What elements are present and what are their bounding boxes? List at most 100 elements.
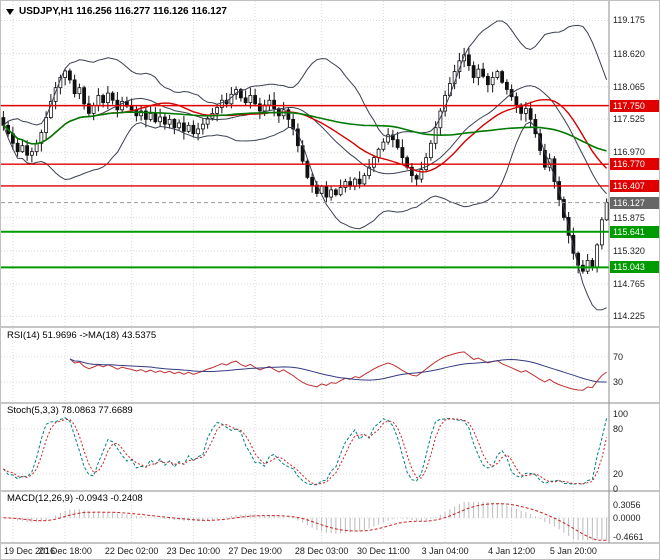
candle-body — [286, 109, 291, 120]
candle-body — [428, 142, 433, 159]
price-level-badge-115.043: 115.043 — [610, 261, 659, 273]
y-axis-tick: 118.065 — [613, 81, 645, 92]
x-axis-tick: 22 Dec 02:00 — [104, 546, 159, 556]
candle-body — [243, 97, 248, 104]
candle-body — [148, 112, 153, 120]
x-axis-tick: 20 Dec 18:00 — [38, 546, 92, 556]
stoch-axis-tick: 100 — [613, 409, 629, 419]
candle-body — [595, 244, 600, 269]
x-axis-tick: 30 Dec 11:00 — [356, 546, 410, 556]
candle-body — [110, 92, 115, 101]
candle-body — [72, 79, 77, 95]
candle-body — [129, 105, 134, 111]
macd-axis-tick: -0.4661 — [613, 532, 644, 543]
candle-body — [485, 75, 490, 86]
y-axis-tick: 114.225 — [613, 311, 645, 322]
macd-signal-line — [3, 503, 607, 541]
bollinger-upper-band — [3, 20, 608, 138]
candle-body — [395, 139, 400, 148]
price-level-badge-115.641: 115.641 — [610, 226, 659, 238]
candle-body — [495, 71, 500, 78]
candle-body — [101, 95, 106, 104]
x-axis-tick: 23 Dec 10:00 — [166, 546, 221, 556]
candle-body — [162, 116, 167, 125]
candle-body — [158, 116, 163, 123]
candle-body — [253, 95, 258, 105]
y-axis-tick: 117.525 — [613, 114, 645, 125]
candle-body — [44, 117, 49, 133]
candle-body — [167, 118, 172, 125]
candle-body — [371, 157, 376, 168]
candle-body — [481, 68, 486, 77]
candle-body — [196, 128, 201, 135]
stoch-d-line — [3, 418, 608, 485]
candle-body — [462, 54, 467, 62]
candle-body — [86, 103, 91, 114]
candle-body — [82, 87, 87, 105]
candle-body — [400, 147, 405, 159]
candle-body — [219, 99, 224, 108]
candle-body — [248, 95, 253, 104]
macd-axis-tick: 0.3056 — [613, 499, 641, 510]
candle-body — [63, 70, 68, 78]
candle-body — [438, 110, 443, 129]
x-axis-tick: 4 Jan 12:00 — [488, 546, 536, 556]
candle-body — [229, 93, 234, 105]
ohlc-readout: USDJPY,H1 116.256 116.277 116.126 116.12… — [19, 6, 227, 17]
candle-body — [504, 81, 509, 90]
rsi-axis-tick: 30 — [613, 377, 624, 388]
candle-body — [376, 148, 381, 159]
candle-body — [191, 124, 196, 135]
stoch-axis-tick: 20 — [613, 469, 624, 479]
x-axis-tick: 5 Jan 20:00 — [549, 546, 597, 556]
candle-body — [409, 166, 414, 176]
candle-body — [310, 176, 315, 186]
candle-body — [215, 107, 220, 114]
candle-body — [172, 118, 177, 129]
candle-body — [139, 110, 144, 117]
candle-body — [343, 181, 348, 188]
candle-body — [542, 150, 547, 168]
candle-body — [333, 189, 338, 196]
stoch-k-line — [3, 417, 608, 486]
candle-body — [238, 89, 243, 99]
candle-body — [367, 166, 372, 176]
candle-body — [257, 103, 262, 112]
rsi-label: RSI(14) 51.9696 ->MA(18) 43.5375 — [7, 330, 157, 341]
symbol-marker-icon — [6, 8, 14, 15]
y-axis-tick: 114.765 — [613, 279, 645, 290]
y-axis-tick: 115.875 — [613, 212, 645, 223]
candle-body — [177, 122, 182, 129]
price-level-badge-116.127: 116.127 — [610, 197, 659, 209]
y-axis-tick: 115.320 — [613, 245, 645, 256]
candle-body — [91, 105, 96, 114]
candle-body — [500, 71, 505, 83]
candle-body — [514, 96, 519, 106]
candle-body — [267, 99, 272, 106]
macd-axis-tick: 0.0000 — [613, 512, 641, 523]
candle-body — [604, 202, 609, 221]
candle-body — [105, 92, 110, 104]
candle-body — [34, 142, 39, 153]
candle-body — [200, 123, 205, 130]
candle-body — [96, 95, 101, 107]
bollinger-middle-band — [3, 85, 607, 195]
rsi-axis-tick: 70 — [613, 351, 624, 362]
rsi-line — [69, 351, 607, 391]
candle-body — [357, 178, 362, 185]
x-axis-tick: 19 Dec 2016 — [4, 546, 56, 556]
candle-body — [25, 145, 30, 156]
candle-body — [476, 68, 481, 78]
candle-body — [414, 175, 419, 180]
candle-body — [381, 141, 386, 150]
x-axis-tick: 3 Jan 04:00 — [421, 546, 469, 556]
stoch-label: Stoch(5,3,3) 78.0863 77.6689 — [7, 405, 133, 416]
bollinger-lower-band — [2, 121, 607, 311]
candle-body — [329, 189, 334, 198]
candle-body — [585, 260, 590, 272]
candle-body — [77, 87, 82, 95]
candle-body — [419, 169, 424, 180]
candle-body — [20, 145, 25, 153]
candle-body — [29, 151, 34, 156]
